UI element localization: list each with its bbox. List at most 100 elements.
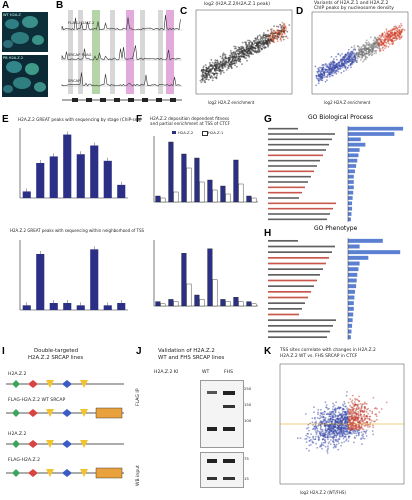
data-point [351,415,354,418]
data-point [202,65,205,68]
data-point [305,447,308,450]
mw-marker: 250 [244,386,252,391]
data-point [224,60,227,62]
gene-exon [114,98,120,102]
data-point [211,79,214,82]
data-point [322,444,325,447]
bar-chart-bottom [153,240,258,307]
data-point [317,82,320,85]
data-point [340,425,343,428]
bar [199,181,205,203]
data-point [330,430,333,432]
data-point [331,61,334,63]
data-point [367,48,369,50]
term-label-placeholder [268,302,305,305]
data-point [331,436,334,439]
data-point [248,41,251,44]
data-point [353,54,356,57]
data-point [332,64,335,67]
plot-frame [311,11,409,95]
bar [348,335,351,340]
panel-a: A WT H2A.Z PB H2A.Z.2 [0,0,52,100]
data-point [207,78,210,81]
data-point [371,52,373,54]
data-point [276,40,279,42]
data-point [267,45,269,48]
data-point [324,417,327,419]
data-point [362,433,364,436]
data-point [238,55,240,58]
data-point [383,31,386,34]
term-label-placeholder [268,218,327,221]
data-point [366,56,369,59]
data-point [356,431,359,433]
data-point [278,33,281,36]
data-point [331,425,334,428]
data-point [315,84,317,87]
data-point [330,436,332,438]
image-label-top: WT H2A.Z [3,13,21,17]
go-bar-chart [268,126,404,222]
data-point [305,434,308,437]
data-point [231,63,233,65]
data-point [373,52,376,55]
term-label-placeholder [268,336,327,339]
data-point [365,435,368,437]
data-point [360,413,362,416]
data-point [273,37,276,40]
data-point [212,77,214,79]
data-point [221,70,223,72]
data-point [342,70,345,73]
data-point [279,38,282,41]
data-point [364,401,366,404]
bar [348,312,354,317]
data-point [312,427,315,430]
data-point [320,75,323,78]
data-point [370,419,373,422]
data-point [234,45,237,48]
data-point [216,72,219,75]
term-label-placeholder [268,290,311,293]
bar [207,179,213,203]
data-point [346,431,349,434]
data-point [353,441,355,444]
data-point [351,60,354,63]
data-point [222,54,224,57]
data-point [365,403,368,405]
scatter-title: log2 (H2A.Z.2/H2A.Z.1 peak) [204,2,271,7]
element-triangle [80,440,88,448]
data-point [365,430,367,433]
data-point [316,429,319,432]
data-point [276,29,279,31]
data-point [204,81,207,84]
data-point [326,413,329,416]
data-point [366,417,369,420]
data-point [371,410,374,413]
data-point [345,394,348,397]
highlight-region [140,10,145,94]
data-point [337,448,340,451]
data-point [379,49,382,51]
data-point [316,417,319,419]
data-point [268,35,271,38]
data-point [278,30,280,33]
data-point [331,74,333,77]
data-point [331,70,333,72]
blot-row-label-1: FLAG IP [136,388,141,406]
data-point [354,429,357,432]
data-point [357,411,360,413]
data-point [352,403,355,406]
data-point [281,33,283,36]
data-point [355,61,358,63]
data-point [362,428,365,431]
data-point [252,48,254,50]
data-point [233,55,236,58]
gene-exon [142,98,148,102]
data-point [372,426,375,429]
data-point [312,438,315,440]
data-point [223,71,225,74]
data-point [248,52,251,54]
panel-label: H [264,228,272,239]
data-point [357,417,360,419]
data-point [342,437,345,440]
